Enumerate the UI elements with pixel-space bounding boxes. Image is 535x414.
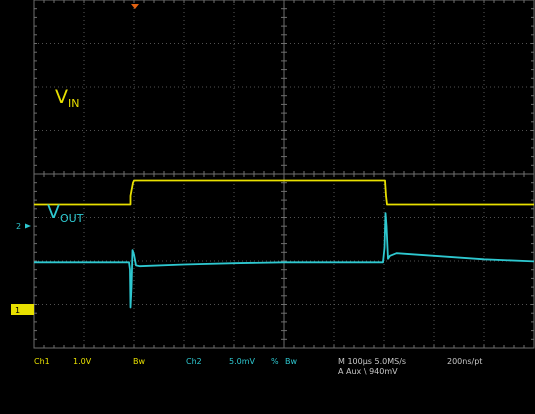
traces	[34, 179, 535, 309]
vout-label: VOUT	[47, 201, 84, 225]
ch1-ground-marker-label: 1	[15, 306, 20, 315]
status-bar: Ch1 1.0V Bw Ch2 5.0mV % Bw M 100µs 5.0MS…	[34, 357, 482, 376]
ch1-ground-marker	[11, 304, 34, 315]
trace-v-out	[34, 212, 535, 309]
trigger-position-marker	[131, 4, 139, 9]
ch2-scale: 5.0mV	[229, 357, 256, 366]
trace-labels: VIN VOUT	[47, 86, 84, 225]
vin-label: VIN	[55, 86, 79, 110]
ch2-ground-marker-label: 2	[16, 222, 21, 231]
graticule	[33, 0, 535, 349]
ch1-bandwidth: Bw	[133, 357, 145, 366]
ch2-label: Ch2	[186, 357, 202, 366]
ch1-scale: 1.0V	[73, 357, 92, 366]
ch2-flag: %	[271, 357, 279, 366]
timebase-readout: M 100µs 5.0MS/s	[338, 357, 406, 366]
resolution-readout: 200ns/pt	[447, 357, 482, 366]
trace-v-in	[34, 179, 534, 206]
ch2-bandwidth: Bw	[285, 357, 297, 366]
ch1-label: Ch1	[34, 357, 50, 366]
ch2-ground-marker-arrow	[25, 223, 31, 229]
ground-markers: 2 1	[11, 4, 139, 315]
trigger-readout: A Aux \ 940mV	[338, 367, 398, 376]
